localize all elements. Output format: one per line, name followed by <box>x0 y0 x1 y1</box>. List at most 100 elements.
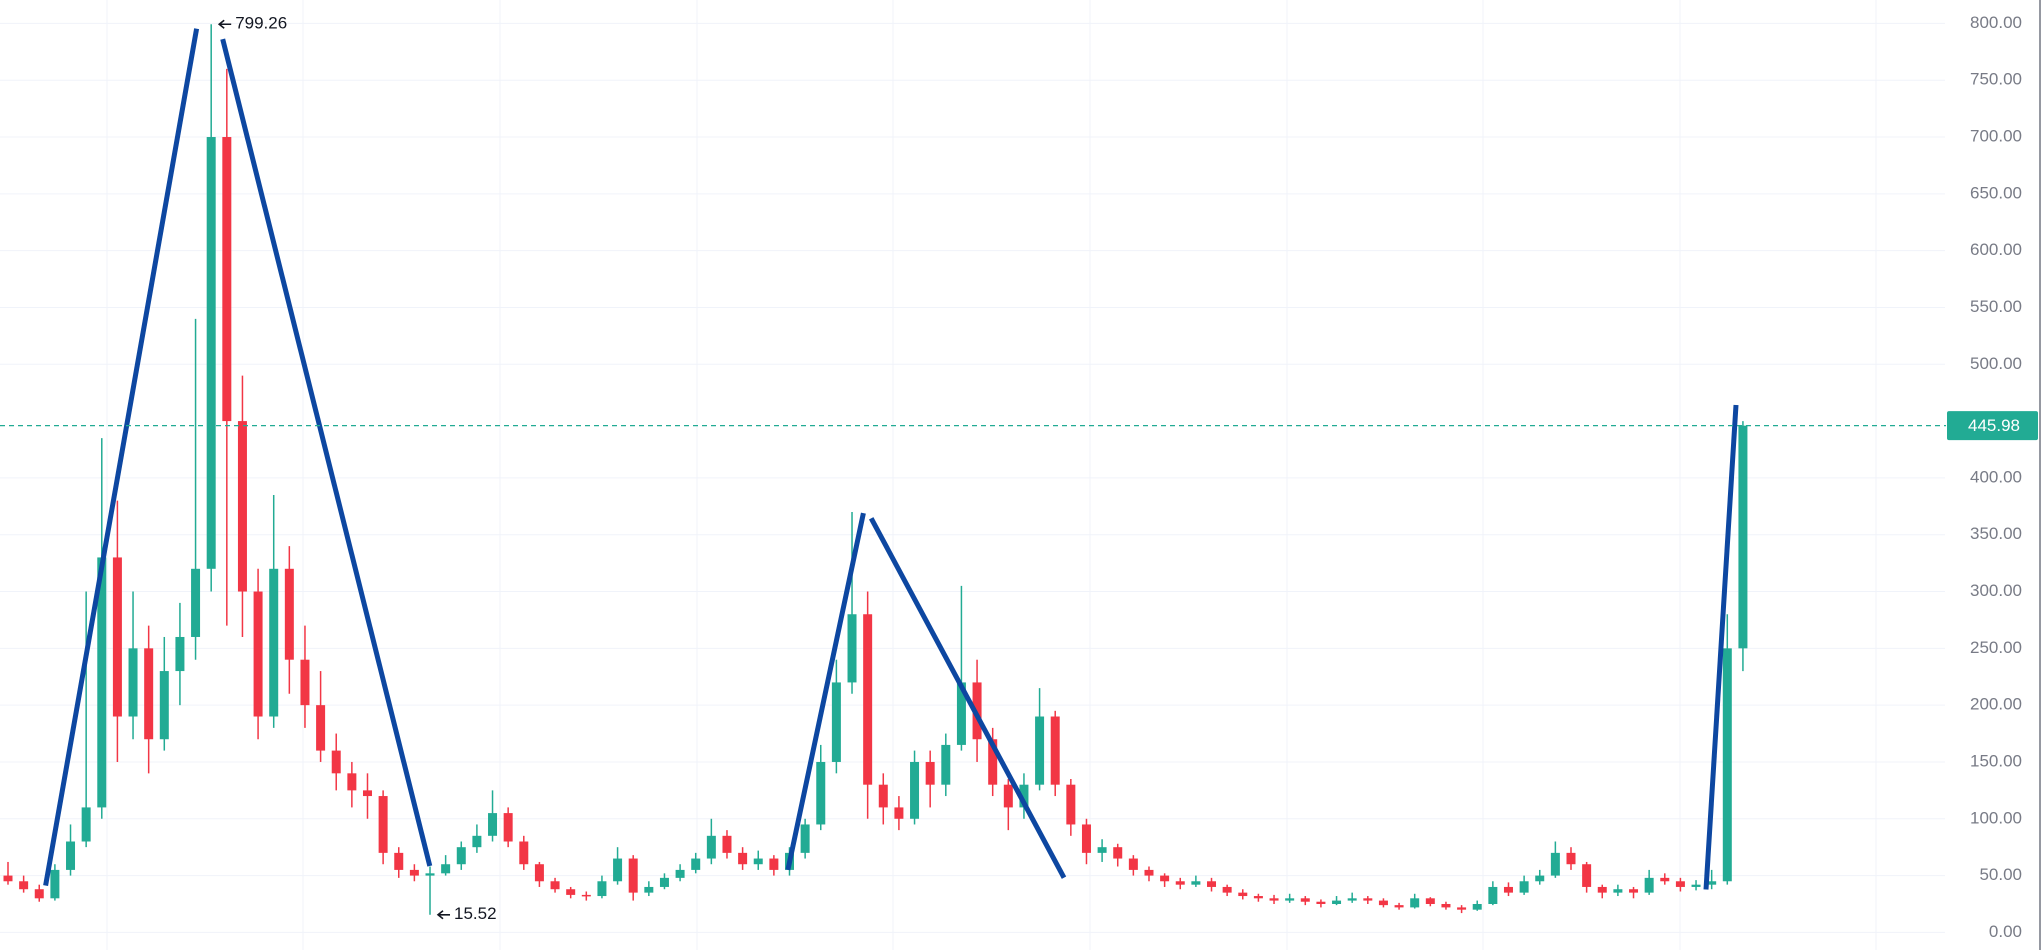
candle-body <box>1081 824 1091 853</box>
candle-body <box>1535 875 1545 882</box>
trend-line <box>43 28 200 887</box>
candle-body <box>722 835 732 853</box>
candle-body <box>1332 900 1342 904</box>
candle-body <box>878 784 888 808</box>
candle-body <box>1175 881 1185 885</box>
trend-line <box>868 517 1067 879</box>
candle-body <box>503 813 513 842</box>
candle-body <box>1550 852 1560 876</box>
candle-body <box>613 858 623 882</box>
candle-body <box>1160 875 1170 882</box>
candle-body <box>1707 881 1717 885</box>
candle-body <box>472 835 482 848</box>
candle-body <box>706 835 716 859</box>
candle-body <box>1425 898 1435 904</box>
candle-body <box>1629 889 1639 893</box>
candle-body <box>1035 716 1045 785</box>
candle-body <box>1644 877 1654 893</box>
candle-body <box>659 877 669 887</box>
trend-line <box>785 512 866 871</box>
candle-body <box>347 773 357 791</box>
candle-body <box>910 761 920 819</box>
high-marker-label: 799.26 <box>235 14 287 33</box>
candle-body <box>112 557 122 717</box>
candle-body <box>1613 889 1623 893</box>
candle-body <box>753 858 763 865</box>
candle-body <box>81 807 91 842</box>
candle-body <box>1472 903 1482 910</box>
candle-body <box>128 648 138 717</box>
candle-body <box>847 614 857 683</box>
last-price-label: 445.98 <box>1968 416 2020 435</box>
candle-body <box>1191 881 1201 885</box>
candle-body <box>394 852 404 870</box>
trend-line <box>220 38 433 867</box>
candle-body <box>1128 858 1138 870</box>
candle-body <box>831 682 841 762</box>
candle-body <box>425 873 435 876</box>
low-marker-label: 15.52 <box>454 904 497 923</box>
candle-body <box>300 659 310 706</box>
y-tick-label: 400.00 <box>1970 467 2022 486</box>
candle-body <box>378 796 388 853</box>
candle-body <box>191 568 201 637</box>
candle-body <box>1238 892 1248 897</box>
candle-body <box>1519 881 1529 893</box>
candle-body <box>97 557 107 808</box>
y-tick-label: 650.00 <box>1970 183 2022 202</box>
candle-body <box>1441 903 1451 908</box>
candle-body <box>534 864 544 882</box>
candle-body <box>488 813 498 836</box>
candle-body <box>1566 852 1576 865</box>
candle-body <box>1722 648 1732 882</box>
candle-body <box>331 750 341 774</box>
overlay: 799.26 15.52 445.98 <box>0 14 2038 923</box>
candle-body <box>253 591 263 717</box>
candle-body <box>894 807 904 819</box>
candle-body <box>1597 886 1607 893</box>
y-tick-label: 750.00 <box>1970 70 2022 89</box>
candle-body <box>1285 898 1295 901</box>
y-tick-label: 0.00 <box>1989 922 2022 941</box>
arrow-icon <box>436 910 451 920</box>
candle-body <box>1691 884 1701 887</box>
y-tick-label: 600.00 <box>1970 240 2022 259</box>
candle-body <box>1253 896 1263 899</box>
candle-body <box>800 824 810 853</box>
candle-body <box>675 869 685 878</box>
candle-body <box>1394 905 1404 908</box>
candle-body <box>550 881 560 890</box>
candle-body <box>144 648 154 740</box>
candle-body <box>1660 877 1670 882</box>
candle-body <box>362 790 372 797</box>
candle-body <box>581 894 591 897</box>
last-price-box <box>1947 411 2038 441</box>
candle-body <box>456 847 466 865</box>
candle-body <box>1066 784 1076 825</box>
candle-body <box>956 682 966 745</box>
candle-body <box>1582 864 1592 887</box>
candle-body <box>409 869 419 876</box>
y-tick-label: 200.00 <box>1970 695 2022 714</box>
candle-body <box>1316 901 1326 904</box>
y-tick-label: 700.00 <box>1970 127 2022 146</box>
candle-body <box>1050 716 1060 785</box>
arrow-icon <box>217 19 232 29</box>
candle-body <box>441 864 451 874</box>
candle-body <box>1488 886 1498 904</box>
candles <box>3 24 1748 915</box>
y-tick-label: 50.00 <box>1979 865 2022 884</box>
candle-body <box>1503 886 1513 893</box>
candle-body <box>34 889 44 899</box>
candle-body <box>1144 869 1154 876</box>
candle-body <box>159 671 169 740</box>
y-tick-label: 250.00 <box>1970 638 2022 657</box>
candle-body <box>1378 900 1388 906</box>
y-tick-label: 300.00 <box>1970 581 2022 600</box>
candle-body <box>1003 784 1013 808</box>
candle-body <box>1738 425 1748 649</box>
candle-body <box>628 858 638 893</box>
candle-body <box>1207 881 1217 887</box>
candle-body <box>269 568 279 717</box>
candle-body <box>50 869 60 899</box>
